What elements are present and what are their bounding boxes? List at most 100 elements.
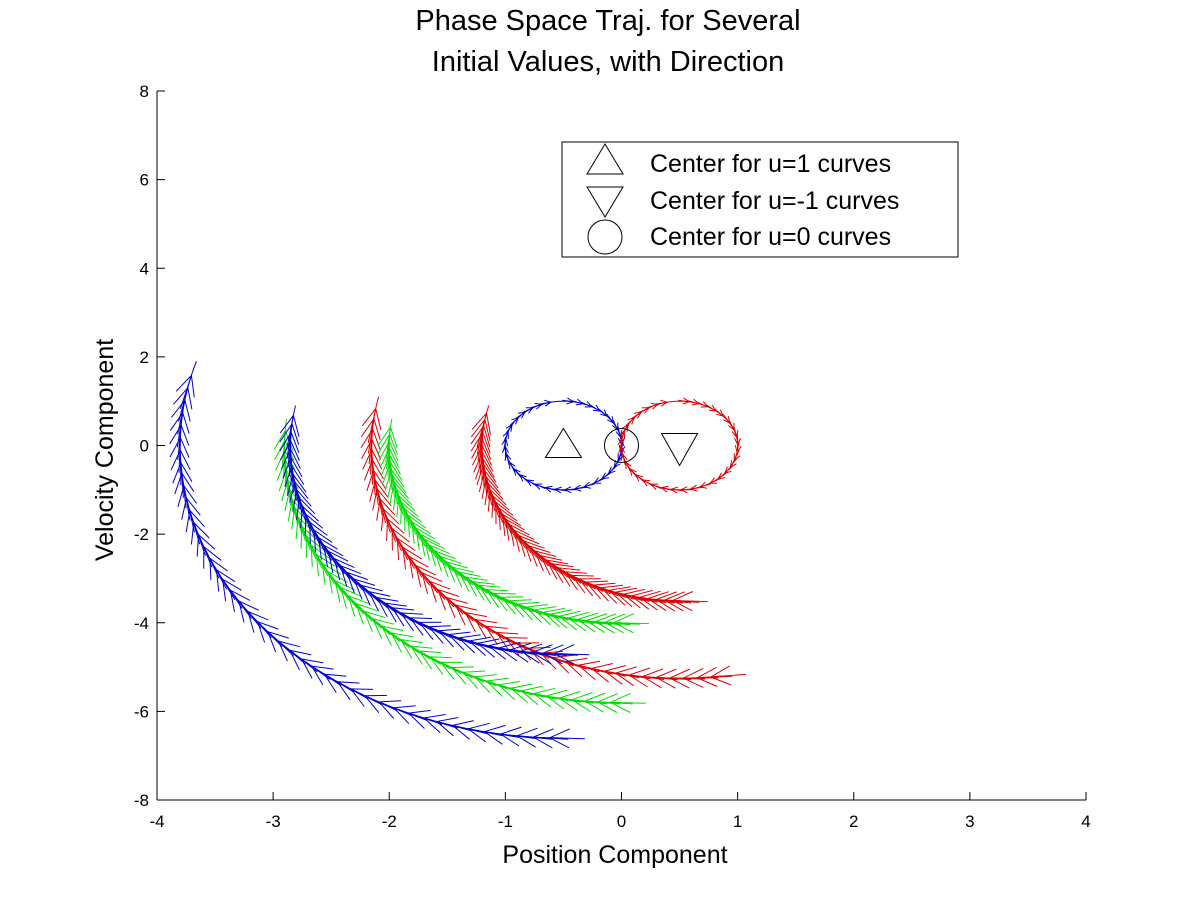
direction-arrow bbox=[593, 477, 605, 484]
x-tick-label: 2 bbox=[849, 812, 858, 831]
direction-arrow bbox=[678, 397, 691, 405]
direction-arrow bbox=[505, 423, 513, 435]
legend-label-u1: Center for u=1 curves bbox=[650, 150, 891, 178]
direction-arrow bbox=[606, 413, 615, 424]
direction-arrow bbox=[733, 449, 741, 462]
direction-arrow bbox=[689, 484, 702, 492]
direction-arrow bbox=[573, 484, 586, 492]
direction-arrow bbox=[445, 596, 474, 622]
direction-arrow bbox=[723, 465, 734, 474]
center-u1-marker bbox=[544, 427, 583, 458]
series-trajectory bbox=[501, 397, 626, 494]
direction-arrow bbox=[504, 452, 512, 466]
direction-arrow bbox=[697, 401, 709, 408]
x-tick-label: -3 bbox=[266, 812, 281, 831]
direction-arrow bbox=[650, 483, 662, 490]
y-tick-label: -8 bbox=[134, 791, 149, 810]
direction-arrow bbox=[638, 407, 650, 414]
direction-arrow bbox=[625, 417, 636, 426]
direction-arrow bbox=[519, 474, 529, 483]
legend-circle-icon bbox=[587, 219, 623, 255]
x-tick-label: 1 bbox=[733, 812, 742, 831]
direction-arrow bbox=[502, 430, 509, 443]
chart-title-line-1: Phase Space Traj. for Several bbox=[415, 5, 800, 37]
direction-arrow bbox=[407, 514, 427, 547]
direction-arrow bbox=[247, 610, 272, 639]
y-tick-label: -4 bbox=[134, 614, 149, 633]
x-tick-label: -4 bbox=[149, 812, 164, 831]
center-u-1-marker bbox=[660, 433, 699, 467]
direction-arrow bbox=[611, 419, 619, 431]
direction-arrow bbox=[279, 414, 300, 450]
direction-arrow bbox=[731, 425, 739, 439]
direction-arrow bbox=[613, 457, 622, 468]
direction-arrow bbox=[631, 411, 643, 419]
direction-arrow bbox=[366, 469, 387, 506]
direction-arrow bbox=[660, 485, 673, 493]
trajectory-path bbox=[179, 361, 564, 739]
direction-arrow bbox=[729, 457, 738, 468]
direction-arrow bbox=[534, 483, 546, 490]
direction-arrow bbox=[617, 437, 625, 451]
direction-arrow bbox=[629, 468, 638, 479]
x-tick-label: 0 bbox=[617, 812, 626, 831]
y-tick-label: 2 bbox=[140, 348, 149, 367]
direction-arrow bbox=[530, 402, 543, 410]
direction-arrow bbox=[553, 486, 567, 494]
direction-arrow bbox=[415, 564, 439, 594]
direction-arrow bbox=[377, 425, 398, 462]
direction-arrow bbox=[522, 407, 534, 414]
direction-arrow bbox=[706, 404, 717, 412]
series-trajectory bbox=[470, 405, 708, 612]
direction-arrow bbox=[635, 474, 645, 483]
legend: Center for u=1 curves Center for u=-1 cu… bbox=[561, 141, 959, 258]
direction-arrow bbox=[722, 413, 731, 424]
x-tick-label: 3 bbox=[965, 812, 974, 831]
direction-arrow bbox=[544, 485, 557, 493]
direction-arrow bbox=[714, 408, 724, 417]
series-trajectory bbox=[279, 405, 590, 665]
series-trajectory bbox=[360, 396, 746, 689]
direction-arrow bbox=[590, 404, 601, 412]
direction-arrow bbox=[563, 486, 577, 494]
plot-area bbox=[169, 361, 746, 749]
y-tick-label: -2 bbox=[134, 525, 149, 544]
x-tick-label: 4 bbox=[1081, 812, 1090, 831]
direction-arrow bbox=[501, 445, 509, 458]
chart-title-line-2: Initial Values, with Direction bbox=[432, 46, 784, 78]
series-trajectory bbox=[169, 361, 585, 749]
y-axis-label: Velocity Component bbox=[91, 339, 119, 561]
direction-arrow bbox=[618, 445, 626, 458]
legend-box bbox=[561, 141, 959, 258]
direction-arrow bbox=[323, 673, 355, 693]
series-trajectory bbox=[617, 397, 742, 494]
x-tick-label: -1 bbox=[498, 812, 513, 831]
y-tick-label: 8 bbox=[140, 82, 149, 101]
x-tick-label: -2 bbox=[382, 812, 397, 831]
direction-arrow bbox=[625, 461, 632, 473]
direction-arrow bbox=[467, 722, 503, 743]
direction-arrow bbox=[229, 589, 252, 619]
direction-arrow bbox=[598, 408, 608, 417]
legend-triangle-down-icon bbox=[586, 186, 624, 218]
series-layer bbox=[169, 361, 746, 749]
center-u0-marker bbox=[604, 428, 639, 463]
direction-arrow bbox=[734, 433, 742, 446]
series-trajectory bbox=[377, 418, 650, 634]
direction-arrow bbox=[474, 618, 505, 640]
legend-triangle-up-icon bbox=[586, 143, 624, 175]
y-tick-label: 6 bbox=[140, 171, 149, 190]
direction-arrow bbox=[300, 658, 331, 681]
direction-arrow bbox=[513, 468, 522, 479]
direction-arrow bbox=[515, 411, 526, 419]
direction-arrow bbox=[471, 411, 491, 448]
direction-arrow bbox=[175, 374, 195, 410]
direction-arrow bbox=[600, 472, 612, 480]
direction-arrow bbox=[483, 724, 520, 745]
direction-arrow bbox=[571, 398, 584, 406]
direction-arrow bbox=[734, 440, 742, 454]
direction-arrow bbox=[581, 401, 593, 408]
direction-arrow bbox=[539, 399, 553, 407]
direction-arrow bbox=[717, 472, 728, 480]
